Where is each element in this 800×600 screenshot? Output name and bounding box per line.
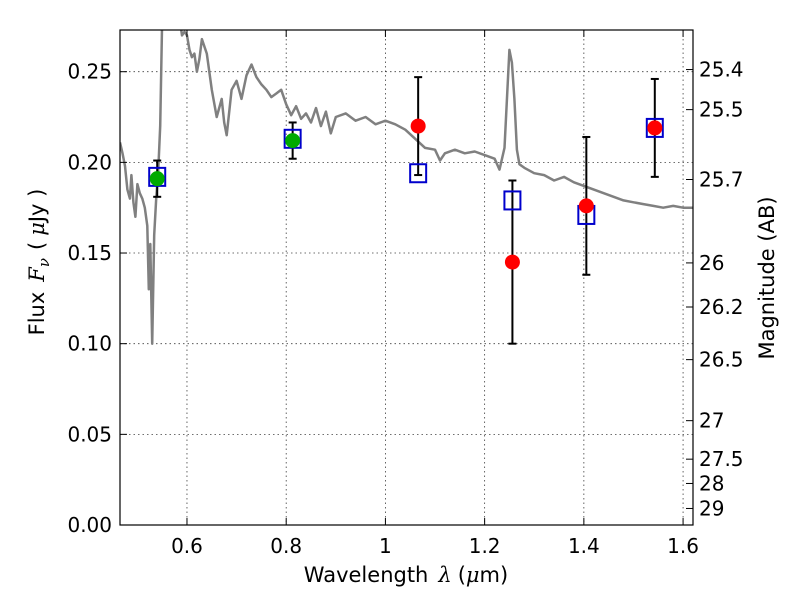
x-tick-label: 1.4 xyxy=(568,534,600,558)
grid xyxy=(120,30,693,525)
y-axis-title-prefix: Flux xyxy=(25,292,49,336)
x-axis-unit-open: ( xyxy=(458,563,466,587)
observed-flux-points xyxy=(149,118,663,270)
axis-ticks: 0.6 0.8 1 1.2 1.4 1.6 0.00 0.05 0.10 0.15 0.20 0.25… xyxy=(67,30,744,558)
y-tick-label: 0.05 xyxy=(67,422,112,446)
y-tick-label: 0.20 xyxy=(67,150,112,174)
y-tick-label: 0.00 xyxy=(67,513,112,537)
model-flux-square xyxy=(645,117,664,138)
y-axis-nu-subscript: ν xyxy=(35,258,53,267)
y-axis-unit-open: ( xyxy=(25,242,49,250)
model-flux-square xyxy=(503,190,522,211)
plot-frame xyxy=(119,29,694,526)
observed-flux-point xyxy=(149,171,165,187)
x-axis-title: Wavelength λ (μm) xyxy=(304,563,508,587)
x-axis-unit-rest: m) xyxy=(480,563,509,587)
x-axis-title-prefix: Wavelength xyxy=(304,563,429,587)
model-flux-square xyxy=(409,163,428,184)
x-tick-label: 1.6 xyxy=(667,534,699,558)
y-axis-title: Flux Fν ( μJy ) xyxy=(25,189,53,336)
observed-flux-point xyxy=(285,133,301,149)
mag-tick-label: 25.7 xyxy=(699,168,744,192)
x-tick-label: 0.6 xyxy=(171,534,203,558)
mag-tick-label: 26.5 xyxy=(699,348,744,372)
observed-flux-point xyxy=(578,198,594,214)
observed-flux-point xyxy=(647,120,663,136)
mag-tick-label: 25.4 xyxy=(699,58,744,82)
y-tick-label: 0.25 xyxy=(67,60,112,84)
x-tick-label: 1 xyxy=(379,534,392,558)
y-axis-unit-rest: Jy ) xyxy=(25,189,49,225)
mag-tick-label: 27.5 xyxy=(699,447,744,471)
mag-tick-label: 27 xyxy=(699,409,724,433)
observed-flux-point xyxy=(504,254,520,270)
template-spectrum-line xyxy=(120,30,693,345)
magnitude-axis-title: Magnitude (AB) xyxy=(755,196,779,359)
observed-flux-point xyxy=(410,118,426,134)
mag-tick-label: 29 xyxy=(699,496,724,520)
mag-tick-label: 26.2 xyxy=(699,295,744,319)
y-axis-f-symbol: F xyxy=(25,266,49,283)
x-tick-label: 1.2 xyxy=(469,534,501,558)
mag-tick-label: 26 xyxy=(699,251,724,275)
y-axis-unit-mu: μ xyxy=(25,222,49,236)
y-tick-label: 0.15 xyxy=(67,241,112,265)
x-axis-unit-mu: μ xyxy=(466,563,480,587)
mag-tick-label: 25.5 xyxy=(699,98,744,122)
x-tick-label: 0.8 xyxy=(270,534,302,558)
mag-tick-label: 28 xyxy=(699,471,724,495)
x-axis-lambda: λ xyxy=(437,563,451,587)
y-tick-label: 0.10 xyxy=(67,332,112,356)
